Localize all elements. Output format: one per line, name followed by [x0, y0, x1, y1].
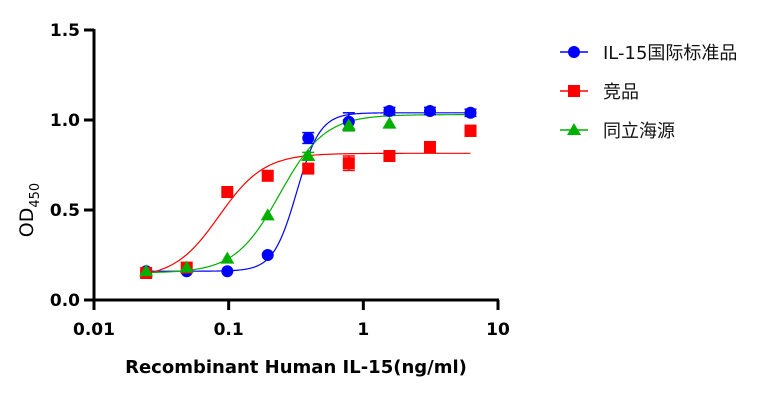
- y-tick-label: 0.0: [50, 291, 80, 311]
- x-axis-title: Recombinant Human IL-15(ng/ml): [125, 357, 467, 378]
- legend-marker-circle: [568, 46, 580, 58]
- y-tick-label: 1.0: [50, 111, 80, 131]
- data-point-series-3: [341, 118, 356, 131]
- data-point-series-2: [383, 150, 396, 162]
- data-point-series-3: [382, 116, 397, 129]
- data-point-series-1: [221, 265, 234, 278]
- y-tick-label: 0.5: [50, 201, 80, 221]
- legend-label: 竞品: [603, 82, 639, 103]
- data-point-series-2: [302, 162, 315, 175]
- x-tick-label: 0.01: [73, 320, 115, 340]
- y-axis-title: OD450: [16, 183, 43, 237]
- data-point-series-1: [423, 105, 436, 117]
- data-point-series-3: [220, 251, 235, 264]
- y-tick-label: 1.5: [50, 21, 80, 41]
- data-point-series-3: [301, 149, 316, 161]
- data-point-series-2: [342, 157, 355, 170]
- data-point-series-2: [261, 169, 274, 182]
- data-points: [139, 105, 477, 279]
- legend-item-2: 竞品: [560, 82, 639, 103]
- data-point-series-3: [179, 260, 194, 273]
- data-point-series-2: [464, 124, 477, 137]
- legend-marker-triangle: [567, 123, 581, 135]
- data-point-series-1: [383, 105, 396, 117]
- data-point-series-3: [260, 208, 275, 221]
- x-tick-label: 10: [486, 320, 510, 340]
- legend-item-3: 同立海源: [560, 121, 675, 142]
- data-point-series-2: [423, 141, 436, 153]
- x-tick-label: 1: [357, 320, 369, 340]
- axes: 0.0 0.5 1.0 1.5 0.01 0.1 1 10: [50, 21, 510, 340]
- data-point-series-1: [464, 106, 477, 119]
- legend-marker-square: [568, 85, 580, 97]
- data-point-series-1: [302, 132, 315, 144]
- legend-label: 同立海源: [603, 121, 675, 142]
- y-axis-title-main: OD: [16, 208, 38, 238]
- data-point-series-3: [139, 264, 154, 277]
- y-axis-title-sub: 450: [28, 183, 43, 208]
- legend-item-1: IL-15国际标准品: [560, 43, 737, 64]
- legend-label: IL-15国际标准品: [603, 43, 737, 64]
- data-point-series-1: [261, 249, 274, 261]
- data-point-series-2: [221, 186, 234, 198]
- x-tick-label: 0.1: [214, 320, 244, 340]
